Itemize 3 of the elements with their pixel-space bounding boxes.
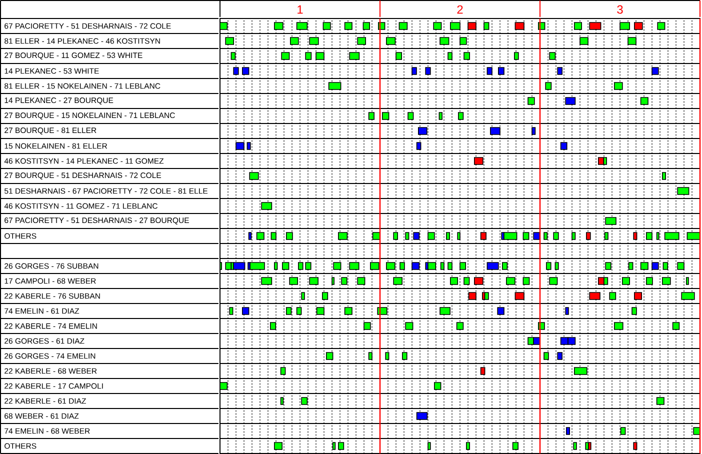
x-tick-label: 2 <box>457 5 463 14</box>
x-tick-label: 3 <box>617 5 623 14</box>
x-tick-label: 1 <box>298 5 303 14</box>
